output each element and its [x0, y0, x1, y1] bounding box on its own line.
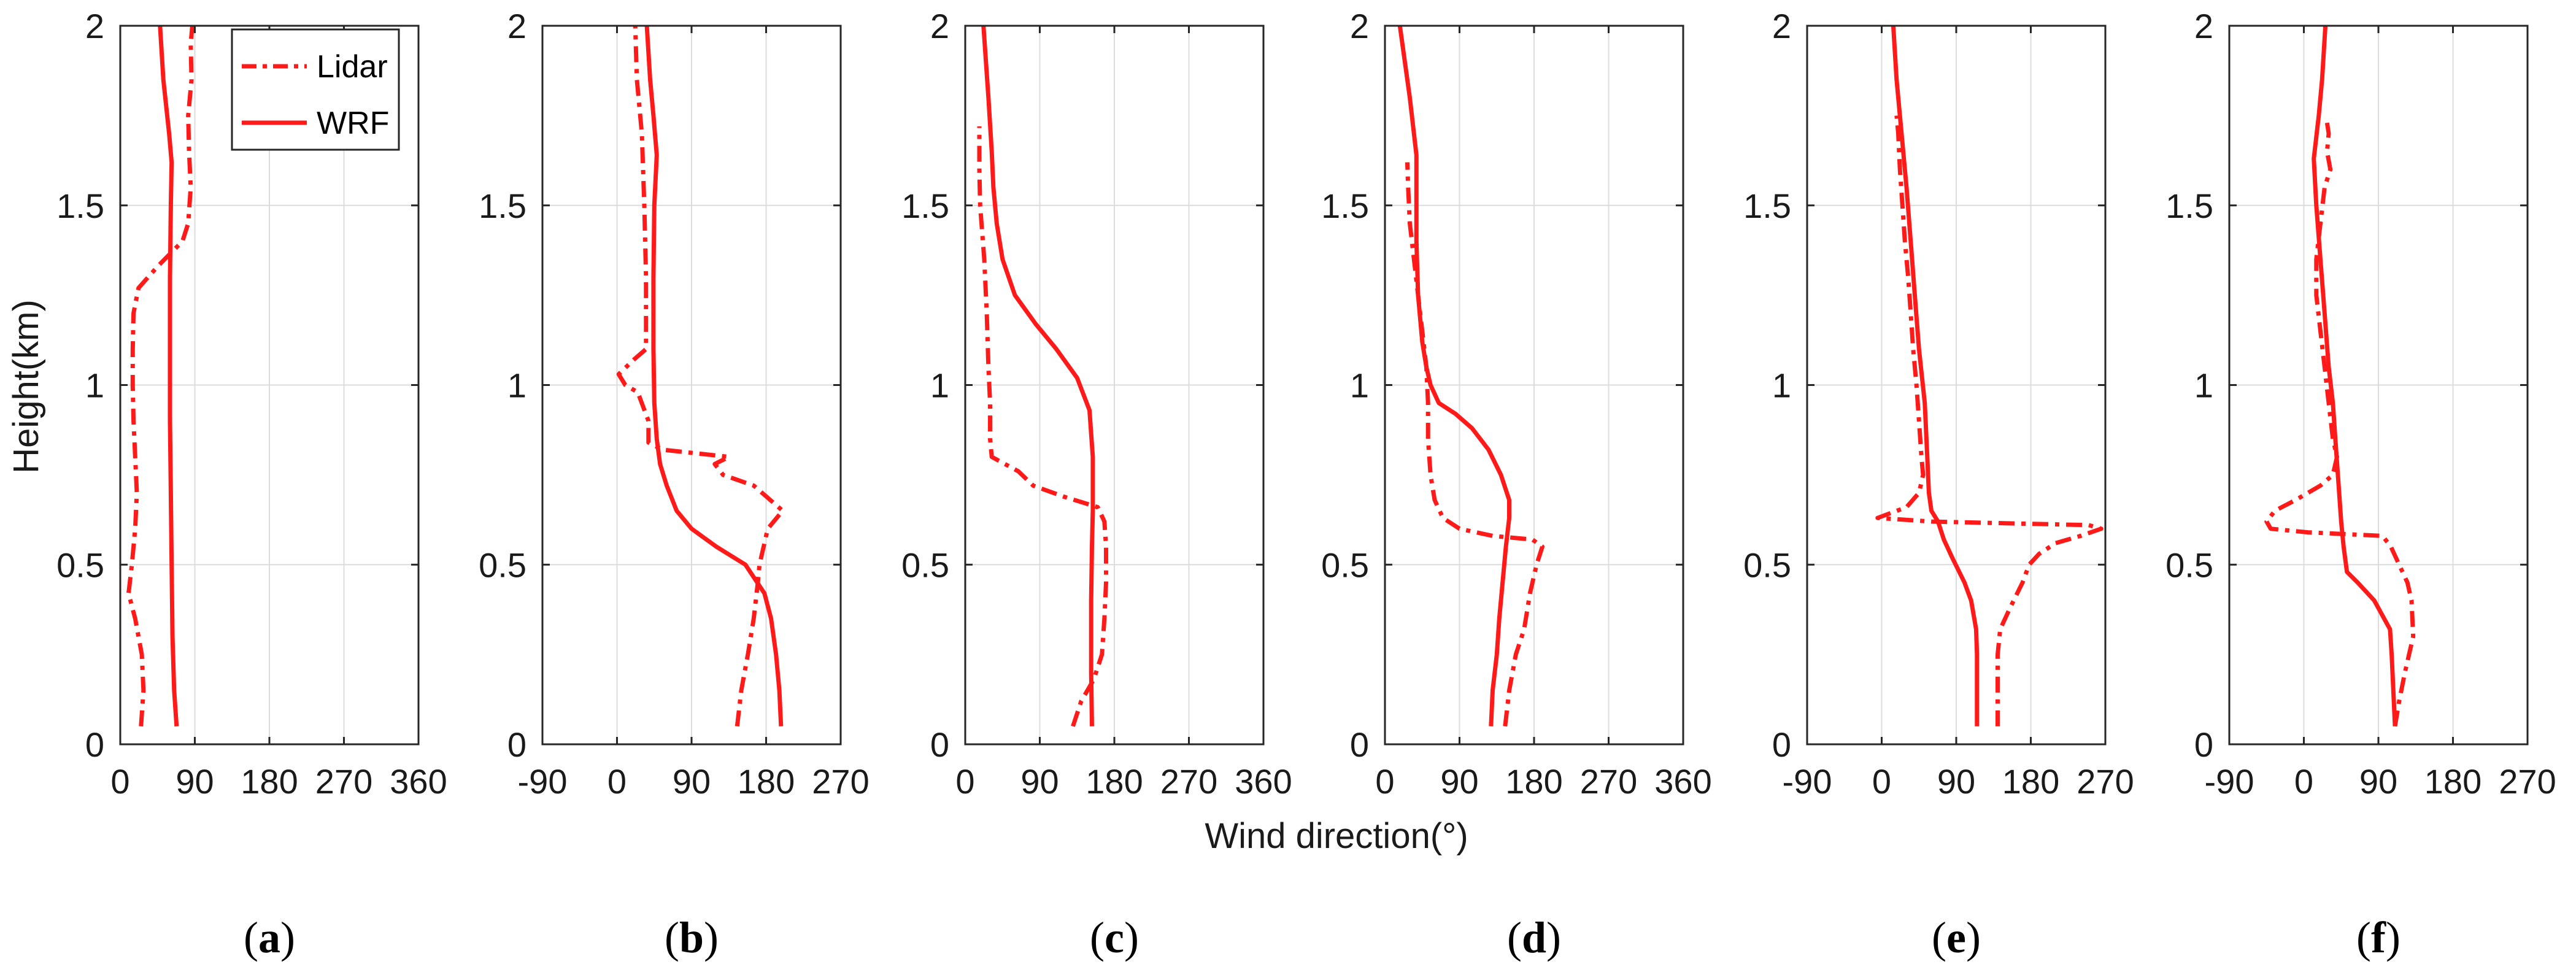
y-tick-label: 2 — [1350, 7, 1369, 45]
x-tick-label: 90 — [175, 762, 214, 801]
legend-box — [231, 28, 400, 151]
x-tick-label: 90 — [1440, 762, 1478, 801]
x-tick-label: 180 — [1505, 762, 1562, 801]
y-tick-label: 0 — [1350, 725, 1369, 764]
x-tick-label: 270 — [315, 762, 372, 801]
y-tick-label: 2 — [2194, 7, 2213, 45]
y-tick-label: 2 — [507, 7, 526, 45]
x-tick-label: 0 — [2294, 762, 2313, 801]
y-tick-label: 2 — [930, 7, 949, 45]
x-tick-label: 90 — [2359, 762, 2397, 801]
x-tick-label: 180 — [1086, 762, 1143, 801]
y-tick-label: 1.5 — [2165, 187, 2213, 225]
x-tick-label: 360 — [1654, 762, 1711, 801]
y-tick-label: 1.5 — [56, 187, 104, 225]
x-tick-label: 90 — [1020, 762, 1059, 801]
y-tick-label: 2 — [85, 7, 104, 45]
x-tick-label: 0 — [607, 762, 627, 801]
y-tick-label: 1.5 — [1321, 187, 1369, 225]
series-lidar-line — [126, 25, 195, 726]
x-tick-label: 270 — [812, 762, 869, 801]
panel-label: (f) — [2356, 913, 2401, 962]
series-wrf-line — [1891, 25, 1980, 726]
x-tick-label: 270 — [2499, 762, 2556, 801]
x-tick-label: 0 — [110, 762, 129, 801]
x-tick-label: 90 — [673, 762, 711, 801]
y-tick-label: 0 — [85, 725, 104, 764]
x-tick-label: -90 — [2205, 762, 2254, 801]
x-tick-label: 90 — [1937, 762, 1975, 801]
y-tick-label: 0 — [2194, 725, 2213, 764]
y-tick-label: 0.5 — [479, 545, 526, 584]
y-tick-label: 1 — [1350, 366, 1369, 405]
panel-c: 0 90 180 270 360 0 0.5 1 1.5 2 (c) — [901, 7, 1292, 962]
y-tick-label: 1 — [1772, 366, 1791, 405]
x-tick-label: 270 — [1160, 762, 1217, 801]
x-tick-label: 180 — [2002, 762, 2059, 801]
y-axis-label: Height(km) — [6, 299, 46, 474]
series-lidar-line — [616, 25, 785, 727]
x-tick-label: -90 — [1783, 762, 1832, 801]
legend-label-lidar: Lidar — [317, 49, 388, 85]
x-axis-label: Wind direction(°) — [1205, 816, 1468, 856]
series-wrf-line — [158, 25, 179, 726]
series-lidar-line — [2264, 122, 2416, 727]
legend: Lidar WRF — [231, 28, 400, 151]
series-wrf-line — [644, 25, 784, 726]
panel-label: (e) — [1932, 913, 1981, 962]
y-tick-label: 1.5 — [1743, 187, 1791, 225]
x-tick-label: 180 — [738, 762, 795, 801]
x-tick-label: 0 — [955, 762, 974, 801]
series-lidar-line — [977, 126, 1108, 727]
panel-label: (b) — [665, 913, 719, 962]
y-tick-label: 1 — [507, 366, 526, 405]
panel-d: 0 90 180 270 360 0 0.5 1 1.5 2 (d) — [1321, 7, 1712, 962]
y-tick-label: 0.5 — [1743, 545, 1791, 584]
x-tick-label: 270 — [2077, 762, 2134, 801]
y-tick-label: 0 — [507, 725, 526, 764]
x-tick-label: 0 — [1872, 762, 1891, 801]
y-tick-label: 1.5 — [901, 187, 949, 225]
legend-label-wrf: WRF — [317, 106, 389, 141]
panel-label: (a) — [244, 913, 295, 962]
y-tick-label: 0.5 — [56, 545, 104, 584]
x-tick-label: -90 — [518, 762, 568, 801]
x-tick-label: 360 — [390, 762, 447, 801]
x-tick-label: 360 — [1235, 762, 1292, 801]
y-tick-label: 1.5 — [479, 187, 526, 225]
y-tick-label: 1 — [2194, 366, 2213, 405]
x-tick-label: 180 — [2424, 762, 2482, 801]
y-tick-label: 0.5 — [2165, 545, 2213, 584]
x-tick-label: 0 — [1375, 762, 1394, 801]
series-wrf-line — [1397, 25, 1511, 726]
y-tick-label: 0.5 — [901, 545, 949, 584]
series-wrf-line — [2312, 25, 2397, 726]
x-tick-label: 180 — [241, 762, 298, 801]
y-tick-label: 1 — [85, 366, 104, 405]
panel-label: (c) — [1090, 913, 1139, 962]
y-tick-label: 0 — [930, 725, 949, 764]
y-tick-label: 0 — [1772, 725, 1791, 764]
y-tick-label: 1 — [930, 366, 949, 405]
y-tick-label: 2 — [1772, 7, 1791, 45]
series-wrf-line — [981, 25, 1095, 726]
x-tick-label: 270 — [1580, 762, 1637, 801]
panel-label: (d) — [1507, 913, 1561, 962]
y-tick-label: 0.5 — [1321, 545, 1369, 584]
